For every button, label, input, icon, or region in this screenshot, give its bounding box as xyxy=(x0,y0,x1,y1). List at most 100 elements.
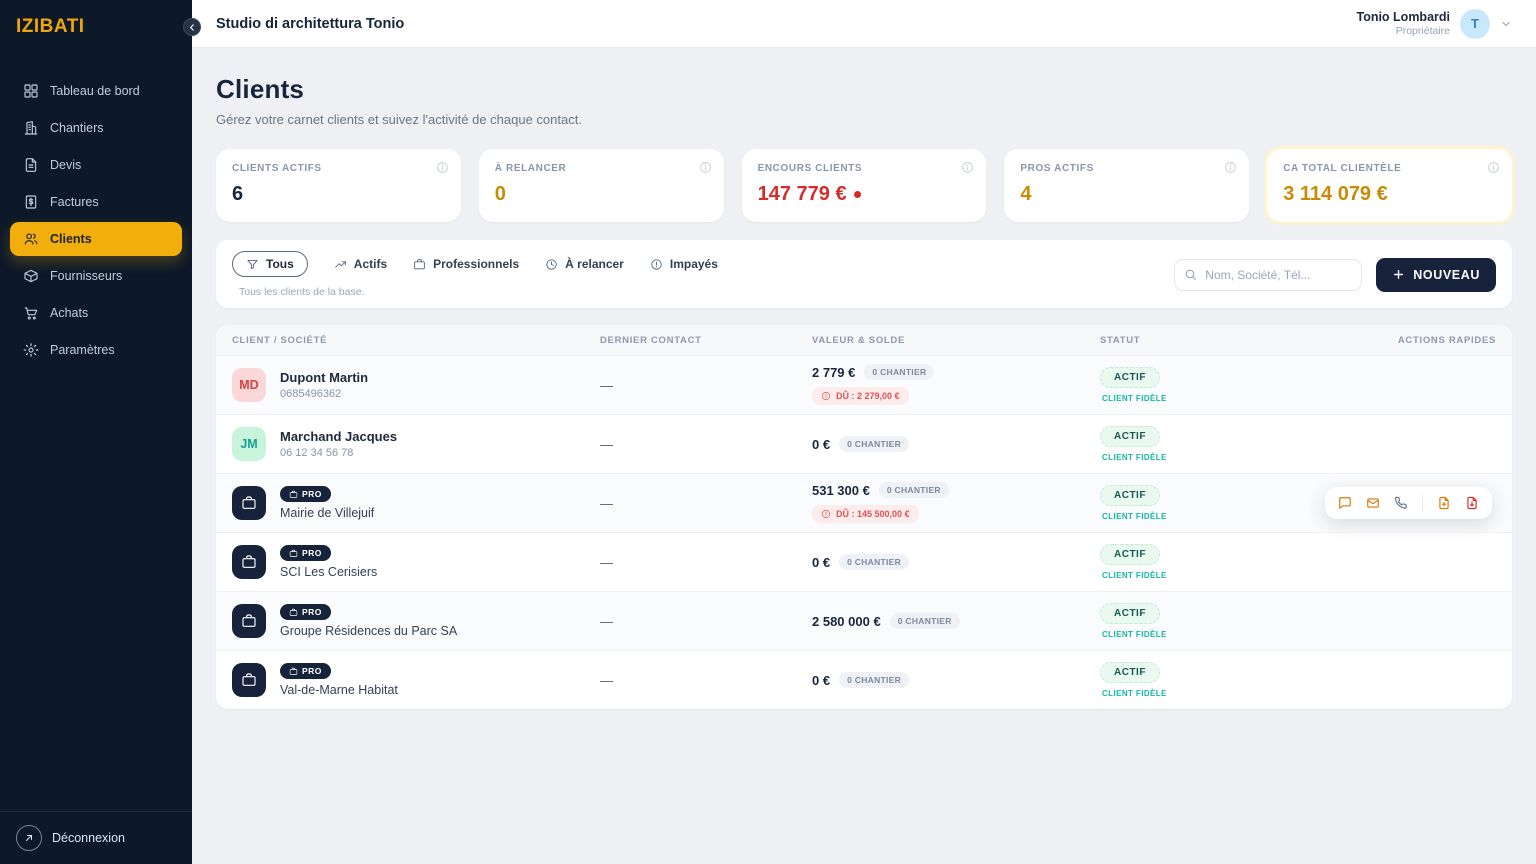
status-cell: ACTIF CLIENT FIDÈLE xyxy=(1100,485,1380,521)
info-icon[interactable] xyxy=(961,161,974,174)
briefcase-icon xyxy=(413,258,426,271)
column-header-valeur-solde: Valeur & Solde xyxy=(812,334,906,346)
loyalty-label: CLIENT FIDÈLE xyxy=(1102,453,1167,462)
filter-tab-label: Impayés xyxy=(669,257,718,271)
filter-tab-a-relancer[interactable]: À relancer xyxy=(545,257,624,271)
logout-button[interactable]: Déconnexion xyxy=(16,825,176,851)
sidebar-nav: Tableau de bord Chantiers Devis Factures Cli… xyxy=(0,52,192,380)
mail-icon[interactable] xyxy=(1366,496,1380,510)
last-contact: — xyxy=(600,436,613,452)
sidebar-item-tableau-de-bord[interactable]: Tableau de bord xyxy=(10,74,182,108)
sidebar-item-factures[interactable]: Factures xyxy=(10,185,182,219)
table-row[interactable]: PRO SCI Les Cerisiers — 0 € 0 CHANTIER ACTIF C… xyxy=(216,532,1512,591)
gear-icon xyxy=(23,342,39,358)
top-bar: Studio di architettura Tonio Tonio Lomba… xyxy=(192,0,1536,48)
avatar[interactable]: T xyxy=(1460,8,1490,39)
column-header-actions-rapides: Actions rapides xyxy=(1397,334,1496,346)
chevron-down-icon[interactable] xyxy=(1500,18,1512,30)
table-row[interactable]: JM Marchand Jacques 06 12 34 56 78 — 0 € 0 CH… xyxy=(216,414,1512,473)
client-name: SCI Les Cerisiers xyxy=(280,565,378,580)
value-cell: 2 580 000 € 0 CHANTIER xyxy=(812,613,1100,629)
divider xyxy=(1422,495,1423,511)
client-value: 531 300 € xyxy=(812,482,870,498)
info-icon[interactable] xyxy=(1224,161,1237,174)
sidebar-item-label: Fournisseurs xyxy=(50,269,123,283)
client-cell: PRO Groupe Résidences du Parc SA xyxy=(232,604,600,638)
chantier-badge: 0 CHANTIER xyxy=(839,672,910,688)
last-contact: — xyxy=(600,672,613,688)
sidebar-item-achats[interactable]: Achats xyxy=(10,296,182,330)
new-invoice-icon[interactable] xyxy=(1465,496,1479,510)
search-input[interactable] xyxy=(1174,258,1363,291)
briefcase-icon xyxy=(232,486,266,520)
filter-tab-tous[interactable]: Tous xyxy=(232,251,308,277)
table-row[interactable]: PRO Val-de-Marne Habitat — 0 € 0 CHANTIER ACT… xyxy=(216,650,1512,709)
stat-cards: Clients actifs 6 À relancer 0 Encours client… xyxy=(216,149,1512,222)
briefcase-icon xyxy=(289,549,298,558)
client-cell: PRO Val-de-Marne Habitat xyxy=(232,663,600,697)
stat-label: CA total clientèle xyxy=(1283,163,1402,174)
info-icon[interactable] xyxy=(1487,161,1500,174)
table-row[interactable]: PRO Mairie de Villejuif — 531 300 € 0 CHANTI… xyxy=(216,473,1512,532)
sidebar-item-label: Clients xyxy=(50,232,92,246)
trending-icon xyxy=(334,258,347,271)
status-cell: ACTIF CLIENT FIDÈLE xyxy=(1100,367,1380,403)
sidebar-item-label: Achats xyxy=(50,306,89,320)
filter-tab-impayes[interactable]: Impayés xyxy=(650,257,718,271)
sidebar-item-chantiers[interactable]: Chantiers xyxy=(10,111,182,145)
logout-label: Déconnexion xyxy=(52,831,125,845)
status-cell: ACTIF CLIENT FIDÈLE xyxy=(1100,426,1380,462)
sidebar-item-label: Factures xyxy=(50,195,99,209)
users-icon xyxy=(23,231,39,247)
column-header-dernier-contact: Dernier contact xyxy=(600,334,702,346)
plus-icon xyxy=(1394,270,1404,279)
info-icon[interactable] xyxy=(436,161,449,174)
phone-icon[interactable] xyxy=(1394,496,1408,510)
client-cell: PRO Mairie de Villejuif xyxy=(232,486,600,520)
briefcase-icon xyxy=(232,663,266,697)
last-contact: — xyxy=(600,554,613,570)
stat-label: Pros actifs xyxy=(1020,163,1094,174)
sidebar-item-devis[interactable]: Devis xyxy=(10,148,182,182)
user-name: Tonio Lombardi xyxy=(1356,10,1450,24)
funnel-icon xyxy=(246,258,259,271)
briefcase-icon xyxy=(232,545,266,579)
due-badge: DÛ : 145 500,00 € xyxy=(812,505,919,523)
last-contact: — xyxy=(600,495,613,511)
due-badge: DÛ : 2 279,00 € xyxy=(812,387,909,405)
info-icon[interactable] xyxy=(699,161,712,174)
value-cell: 0 € 0 CHANTIER xyxy=(812,554,1100,570)
loyalty-label: CLIENT FIDÈLE xyxy=(1102,689,1167,698)
new-quote-icon[interactable] xyxy=(1437,496,1451,510)
briefcase-icon xyxy=(232,604,266,638)
new-client-button[interactable]: NOUVEAU xyxy=(1376,257,1496,292)
message-icon[interactable] xyxy=(1338,496,1352,510)
briefcase-icon xyxy=(289,608,298,617)
sidebar-item-parametres[interactable]: Paramètres xyxy=(10,333,182,367)
sidebar-item-fournisseurs[interactable]: Fournisseurs xyxy=(10,259,182,293)
sidebar-collapse-button[interactable] xyxy=(183,18,201,36)
filter-bar: Tous Actifs Professionnels À relancer Impayé… xyxy=(216,240,1512,308)
cart-icon xyxy=(23,305,39,321)
client-cell: PRO SCI Les Cerisiers xyxy=(232,545,600,580)
user-menu[interactable]: Tonio Lombardi Propriétaire T xyxy=(1356,8,1512,39)
stat-card-clients-actifs: Clients actifs 6 xyxy=(216,149,461,222)
last-contact: — xyxy=(600,377,613,393)
sidebar-item-label: Tableau de bord xyxy=(50,84,140,98)
stat-value: 4 xyxy=(1020,183,1032,205)
filter-tab-label: Tous xyxy=(266,257,294,271)
table-row[interactable]: PRO Groupe Résidences du Parc SA — 2 580 00… xyxy=(216,591,1512,650)
status-badge: ACTIF xyxy=(1100,426,1160,447)
table-row[interactable]: MD Dupont Martin 0685496362 — 2 779 € 0 CHANT… xyxy=(216,355,1512,414)
loyalty-label: CLIENT FIDÈLE xyxy=(1102,571,1167,580)
sidebar-item-clients[interactable]: Clients xyxy=(10,222,182,256)
stat-value: 3 114 079 € xyxy=(1283,183,1388,205)
client-value: 0 € xyxy=(812,554,831,570)
clients-table: Client / Société Dernier contact Valeur & … xyxy=(216,325,1512,709)
logout-icon xyxy=(16,825,42,851)
alert-icon xyxy=(650,258,663,271)
filter-tab-professionnels[interactable]: Professionnels xyxy=(413,257,519,271)
invoice-icon xyxy=(23,194,39,210)
briefcase-icon xyxy=(289,667,298,676)
filter-tab-actifs[interactable]: Actifs xyxy=(334,257,387,271)
